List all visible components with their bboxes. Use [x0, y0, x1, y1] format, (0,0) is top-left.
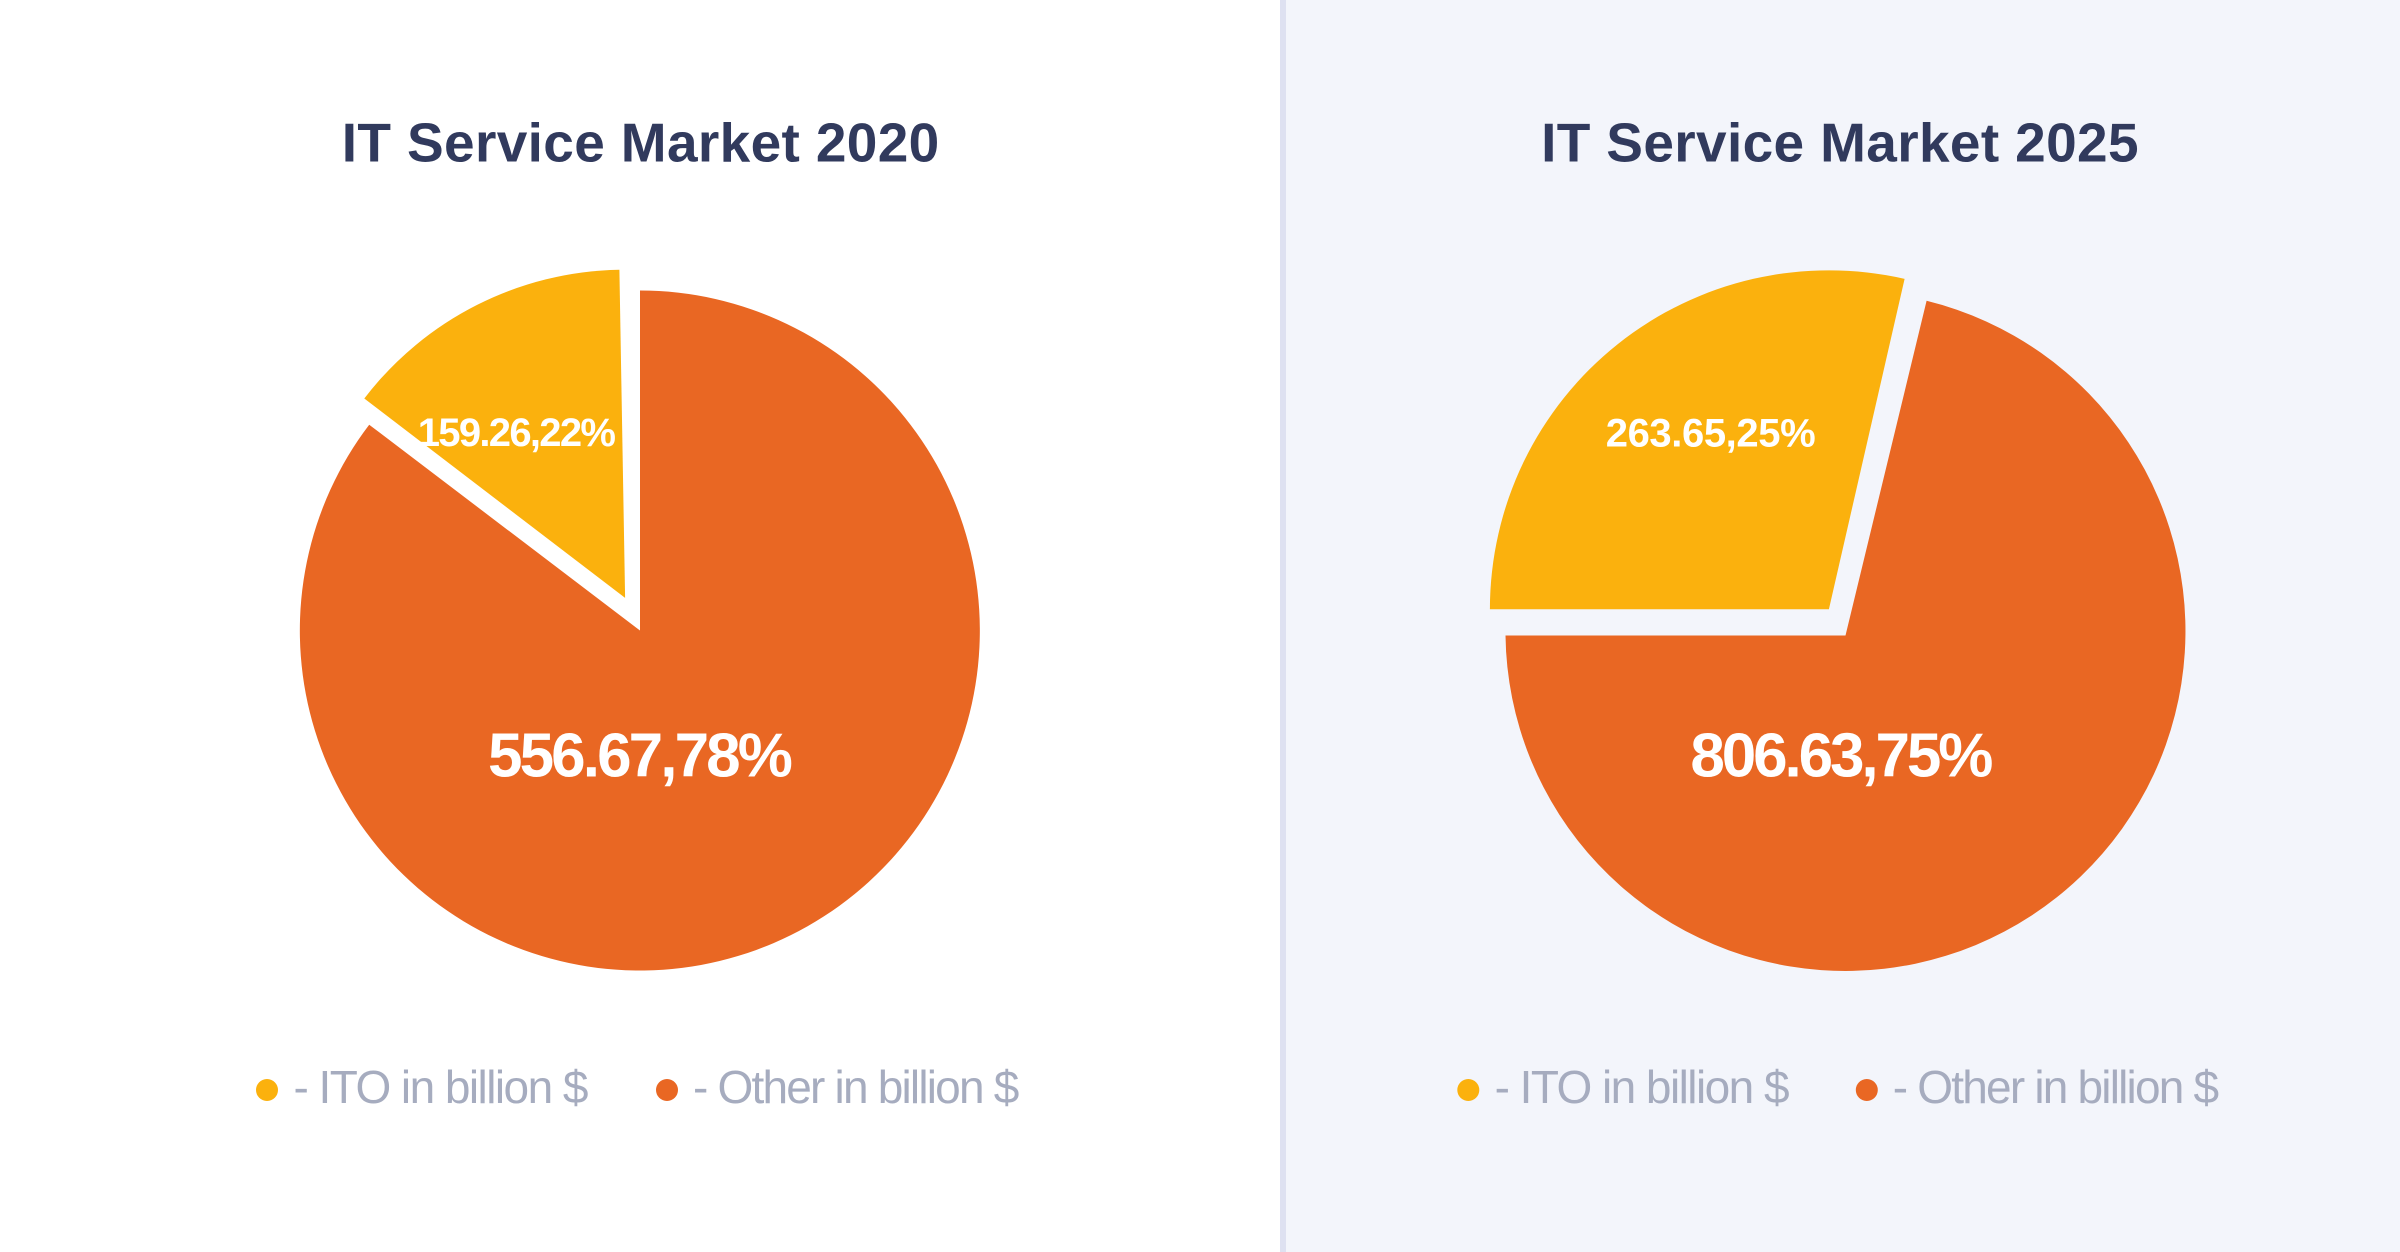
svg-text:- Other in billion $: - Other in billion $: [1893, 1061, 2219, 1113]
svg-text:- Other in billion $: - Other in billion $: [693, 1061, 1019, 1113]
svg-text:806.63,75%: 806.63,75%: [1690, 722, 1992, 791]
svg-text:556.67,78%: 556.67,78%: [488, 721, 792, 790]
svg-text:- ITO in billion $: - ITO in billion $: [294, 1061, 588, 1113]
svg-text:263.65,25%: 263.65,25%: [1606, 411, 1816, 455]
svg-text:- ITO in billion $: - ITO in billion $: [1495, 1061, 1789, 1113]
svg-text:IT Service Market 2025: IT Service Market 2025: [1541, 112, 2139, 174]
svg-text:159.26,22%: 159.26,22%: [418, 411, 616, 455]
svg-text:IT Service Market 2020: IT Service Market 2020: [342, 112, 940, 174]
